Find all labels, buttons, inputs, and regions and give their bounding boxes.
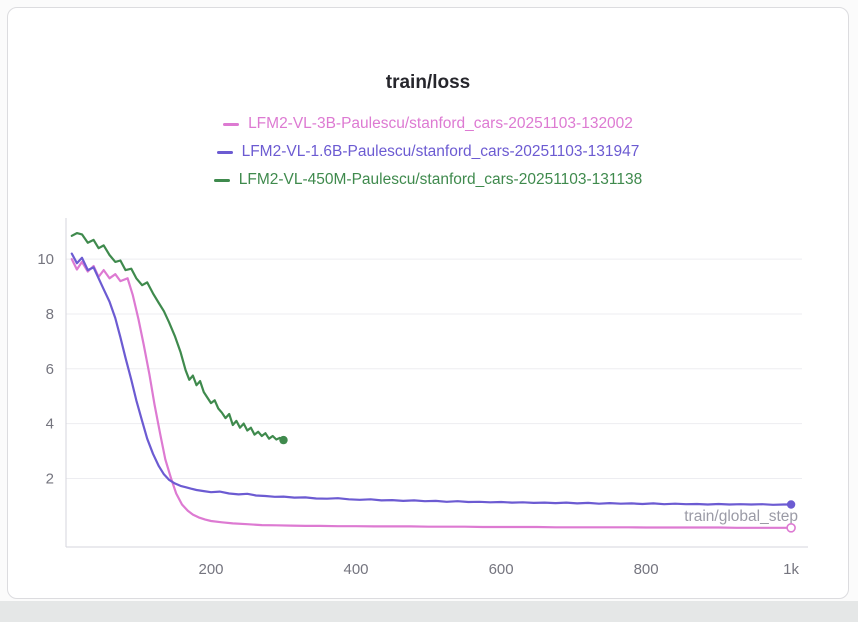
legend-item-450m[interactable]: LFM2-VL-450M-Paulescu/stanford_cars-2025… — [213, 166, 643, 194]
svg-text:800: 800 — [634, 561, 659, 578]
legend: LFM2-VL-3B-Paulescu/stanford_cars-202511… — [8, 110, 848, 194]
series-swatch-1-6b — [216, 150, 233, 154]
legend-label-450m: LFM2-VL-450M-Paulescu/stanford_cars-2025… — [238, 171, 643, 188]
page-background-strip — [0, 601, 858, 622]
series-swatch-3b — [223, 122, 240, 126]
chart-panel[interactable]: train/loss LFM2-VL-3B-Paulescu/stanford_… — [7, 7, 849, 599]
legend-item-1-6b[interactable]: LFM2-VL-1.6B-Paulescu/stanford_cars-2025… — [216, 138, 640, 166]
svg-text:1k: 1k — [783, 561, 799, 578]
svg-text:200: 200 — [198, 561, 223, 578]
svg-text:4: 4 — [46, 416, 54, 433]
legend-item-3b[interactable]: LFM2-VL-3B-Paulescu/stanford_cars-202511… — [223, 110, 633, 138]
chart-panel-inner: train/loss LFM2-VL-3B-Paulescu/stanford_… — [8, 8, 848, 589]
svg-text:400: 400 — [343, 561, 368, 578]
svg-text:6: 6 — [46, 361, 54, 378]
svg-text:2: 2 — [46, 471, 54, 488]
svg-text:600: 600 — [489, 561, 514, 578]
loss-line-chart[interactable]: 2 4 6 8 10 200 400 600 800 1k train/global_step — [8, 204, 850, 589]
svg-text:train/global_step: train/global_step — [684, 508, 798, 525]
svg-text:10: 10 — [37, 251, 54, 268]
legend-label-3b: LFM2-VL-3B-Paulescu/stanford_cars-202511… — [248, 115, 633, 132]
chart-title: train/loss — [385, 72, 471, 93]
series-swatch-450m — [213, 178, 230, 182]
svg-text:8: 8 — [46, 306, 54, 323]
legend-label-1-6b: LFM2-VL-1.6B-Paulescu/stanford_cars-2025… — [241, 143, 640, 160]
chart-plot-area[interactable]: 2 4 6 8 10 200 400 600 800 1k train/global_step — [8, 204, 848, 589]
